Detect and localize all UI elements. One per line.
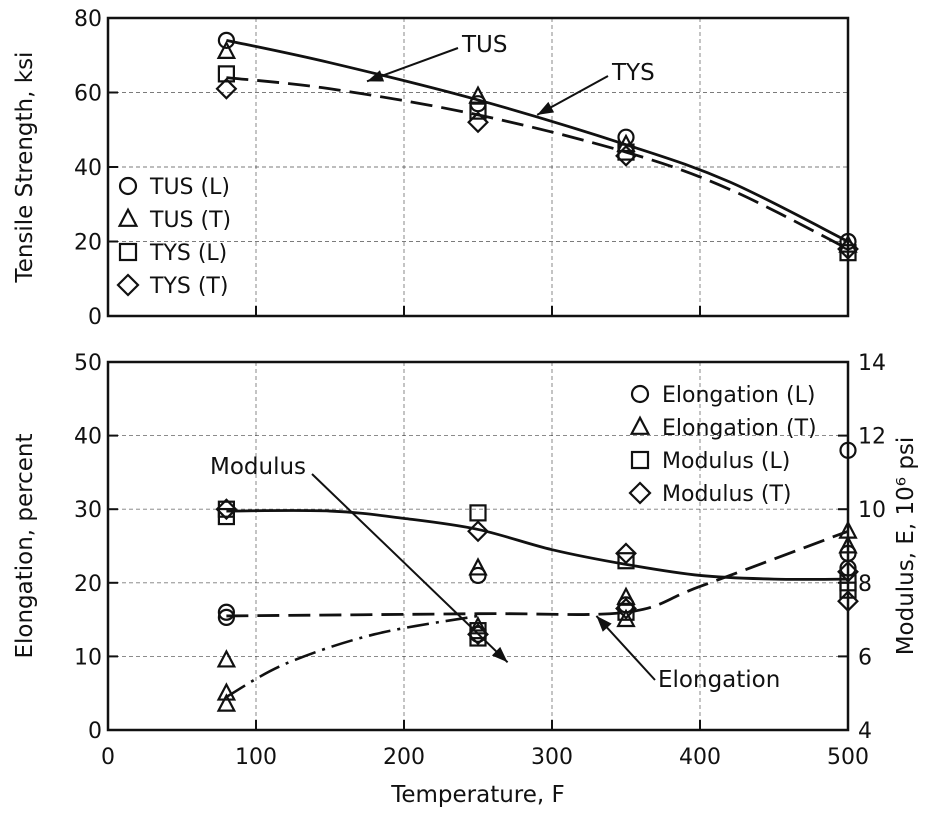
y-tick-label: 60	[74, 82, 102, 107]
x-tick-label: 100	[235, 745, 277, 770]
legend-marker-elongation-t	[629, 415, 651, 435]
y2-tick-label: 14	[858, 351, 886, 376]
y2-tick-label: 4	[858, 719, 872, 744]
point-modulus-l	[217, 507, 235, 526]
elongation-modulus-panel: 0 10 20 30 40 50 4 6 8 10 12 14 Modulus, E, 10⁶ psi 0…	[12, 351, 919, 808]
point-tys-l	[617, 143, 635, 161]
point-elongation-t	[616, 608, 636, 628]
point-modulus-t	[215, 498, 238, 521]
tensile-strength-panel: 0 20 40 60 80 Tensile Strength, ksi TUS TYS TUS …	[12, 7, 859, 330]
legend-marker-tus-l	[118, 176, 138, 196]
point-modulus-t	[615, 542, 637, 565]
legend-label: Modulus (T)	[662, 482, 791, 507]
legend-marker-modulus-l	[630, 450, 650, 470]
point-elongation-t	[468, 557, 488, 576]
y-tick-label: 50	[74, 351, 102, 376]
curve-tus	[226, 38, 849, 243]
x-tick-label: 200	[383, 745, 425, 770]
legend-marker-elongation-l	[630, 384, 650, 404]
legend-marker-tus-t	[117, 207, 139, 227]
y-tick-label: 80	[74, 7, 102, 32]
point-modulus-l	[469, 504, 487, 522]
curve-modulus	[226, 509, 849, 581]
annotation-modulus-leader	[311, 473, 509, 664]
point-tys-l	[469, 102, 487, 120]
y-tick-label: 0	[88, 305, 102, 330]
y-tick-label: 40	[74, 425, 102, 450]
legend-marker-tys-l	[118, 242, 138, 262]
point-modulus-t	[467, 623, 489, 646]
point-tys-t	[615, 144, 637, 167]
annotation-tus-leader	[366, 47, 459, 83]
legend-label: Elongation (L)	[662, 383, 815, 408]
point-tys-t	[215, 77, 238, 100]
legend-label: TYS (L)	[149, 241, 227, 266]
point-elongation-t	[216, 649, 237, 668]
point-modulus-t	[615, 597, 637, 620]
legend-marker-tys-t	[116, 273, 140, 297]
y2-axis-title: Modulus, E, 10⁶ psi	[893, 437, 919, 656]
x-axis-title: Temperature, F	[390, 782, 565, 808]
point-modulus-l	[469, 629, 487, 647]
y-tick-label: 0	[88, 719, 102, 744]
curve-extension-2	[225, 614, 479, 699]
annotation-modulus: Modulus	[210, 454, 306, 480]
annotation-tus-arrowhead	[367, 70, 385, 82]
point-modulus-l	[617, 603, 635, 621]
point-tys-t	[467, 111, 489, 134]
annotation-elongation-arrowhead	[596, 615, 612, 632]
legend-label: TYS (T)	[149, 274, 228, 299]
point-elongation-t	[838, 535, 858, 554]
point-elongation-l	[839, 441, 857, 459]
legend-label: Elongation (T)	[662, 416, 817, 441]
x-tick-label: 300	[531, 745, 573, 770]
point-modulus-t	[837, 590, 859, 613]
y-tick-label: 30	[74, 498, 102, 523]
y-tick-label: 20	[74, 572, 102, 597]
point-tus-t	[216, 40, 237, 60]
point-elongation-l	[217, 608, 235, 626]
y-axis-title: Elongation, percent	[12, 433, 38, 658]
y-tick-label: 40	[74, 156, 102, 181]
point-modulus-l	[617, 552, 635, 570]
legend-label: Modulus (L)	[662, 449, 790, 474]
y-axis-title: Tensile Strength, ksi	[12, 52, 38, 284]
x-tick-label: 400	[679, 745, 721, 770]
annotation-modulus-arrowhead	[491, 646, 508, 663]
y-tick-label: 20	[74, 231, 102, 256]
point-tys-l	[839, 244, 857, 262]
point-tys-t	[837, 238, 859, 260]
annotation-tys: TYS	[611, 60, 655, 86]
point-tus-l	[217, 31, 235, 49]
y2-tick-label: 6	[858, 645, 872, 670]
point-elongation-l	[217, 603, 235, 621]
curve-elongation	[226, 529, 849, 618]
y2-tick-label: 8	[858, 572, 872, 597]
point-modulus-t	[467, 520, 489, 543]
y2-tick-label: 12	[858, 425, 886, 450]
annotation-elongation: Elongation	[658, 667, 780, 693]
annotation-tus: TUS	[461, 32, 507, 58]
point-modulus-t	[837, 560, 859, 583]
annotation-tys-arrowhead	[537, 101, 555, 115]
y2-tick-label: 10	[858, 498, 886, 523]
curve-tys	[226, 76, 849, 251]
point-elongation-t	[216, 682, 237, 701]
x-tick-label: 500	[827, 745, 869, 770]
x-tick-label: 0	[101, 745, 115, 770]
point-tys-l	[217, 65, 235, 83]
point-tus-l	[839, 232, 857, 251]
y-tick-label: 10	[74, 645, 102, 670]
legend-label: TUS (L)	[149, 175, 230, 200]
point-elongation-t	[216, 693, 237, 712]
legend-label: TUS (T)	[149, 208, 231, 233]
plot-frame	[106, 16, 850, 318]
legend-marker-modulus-t	[628, 481, 652, 505]
